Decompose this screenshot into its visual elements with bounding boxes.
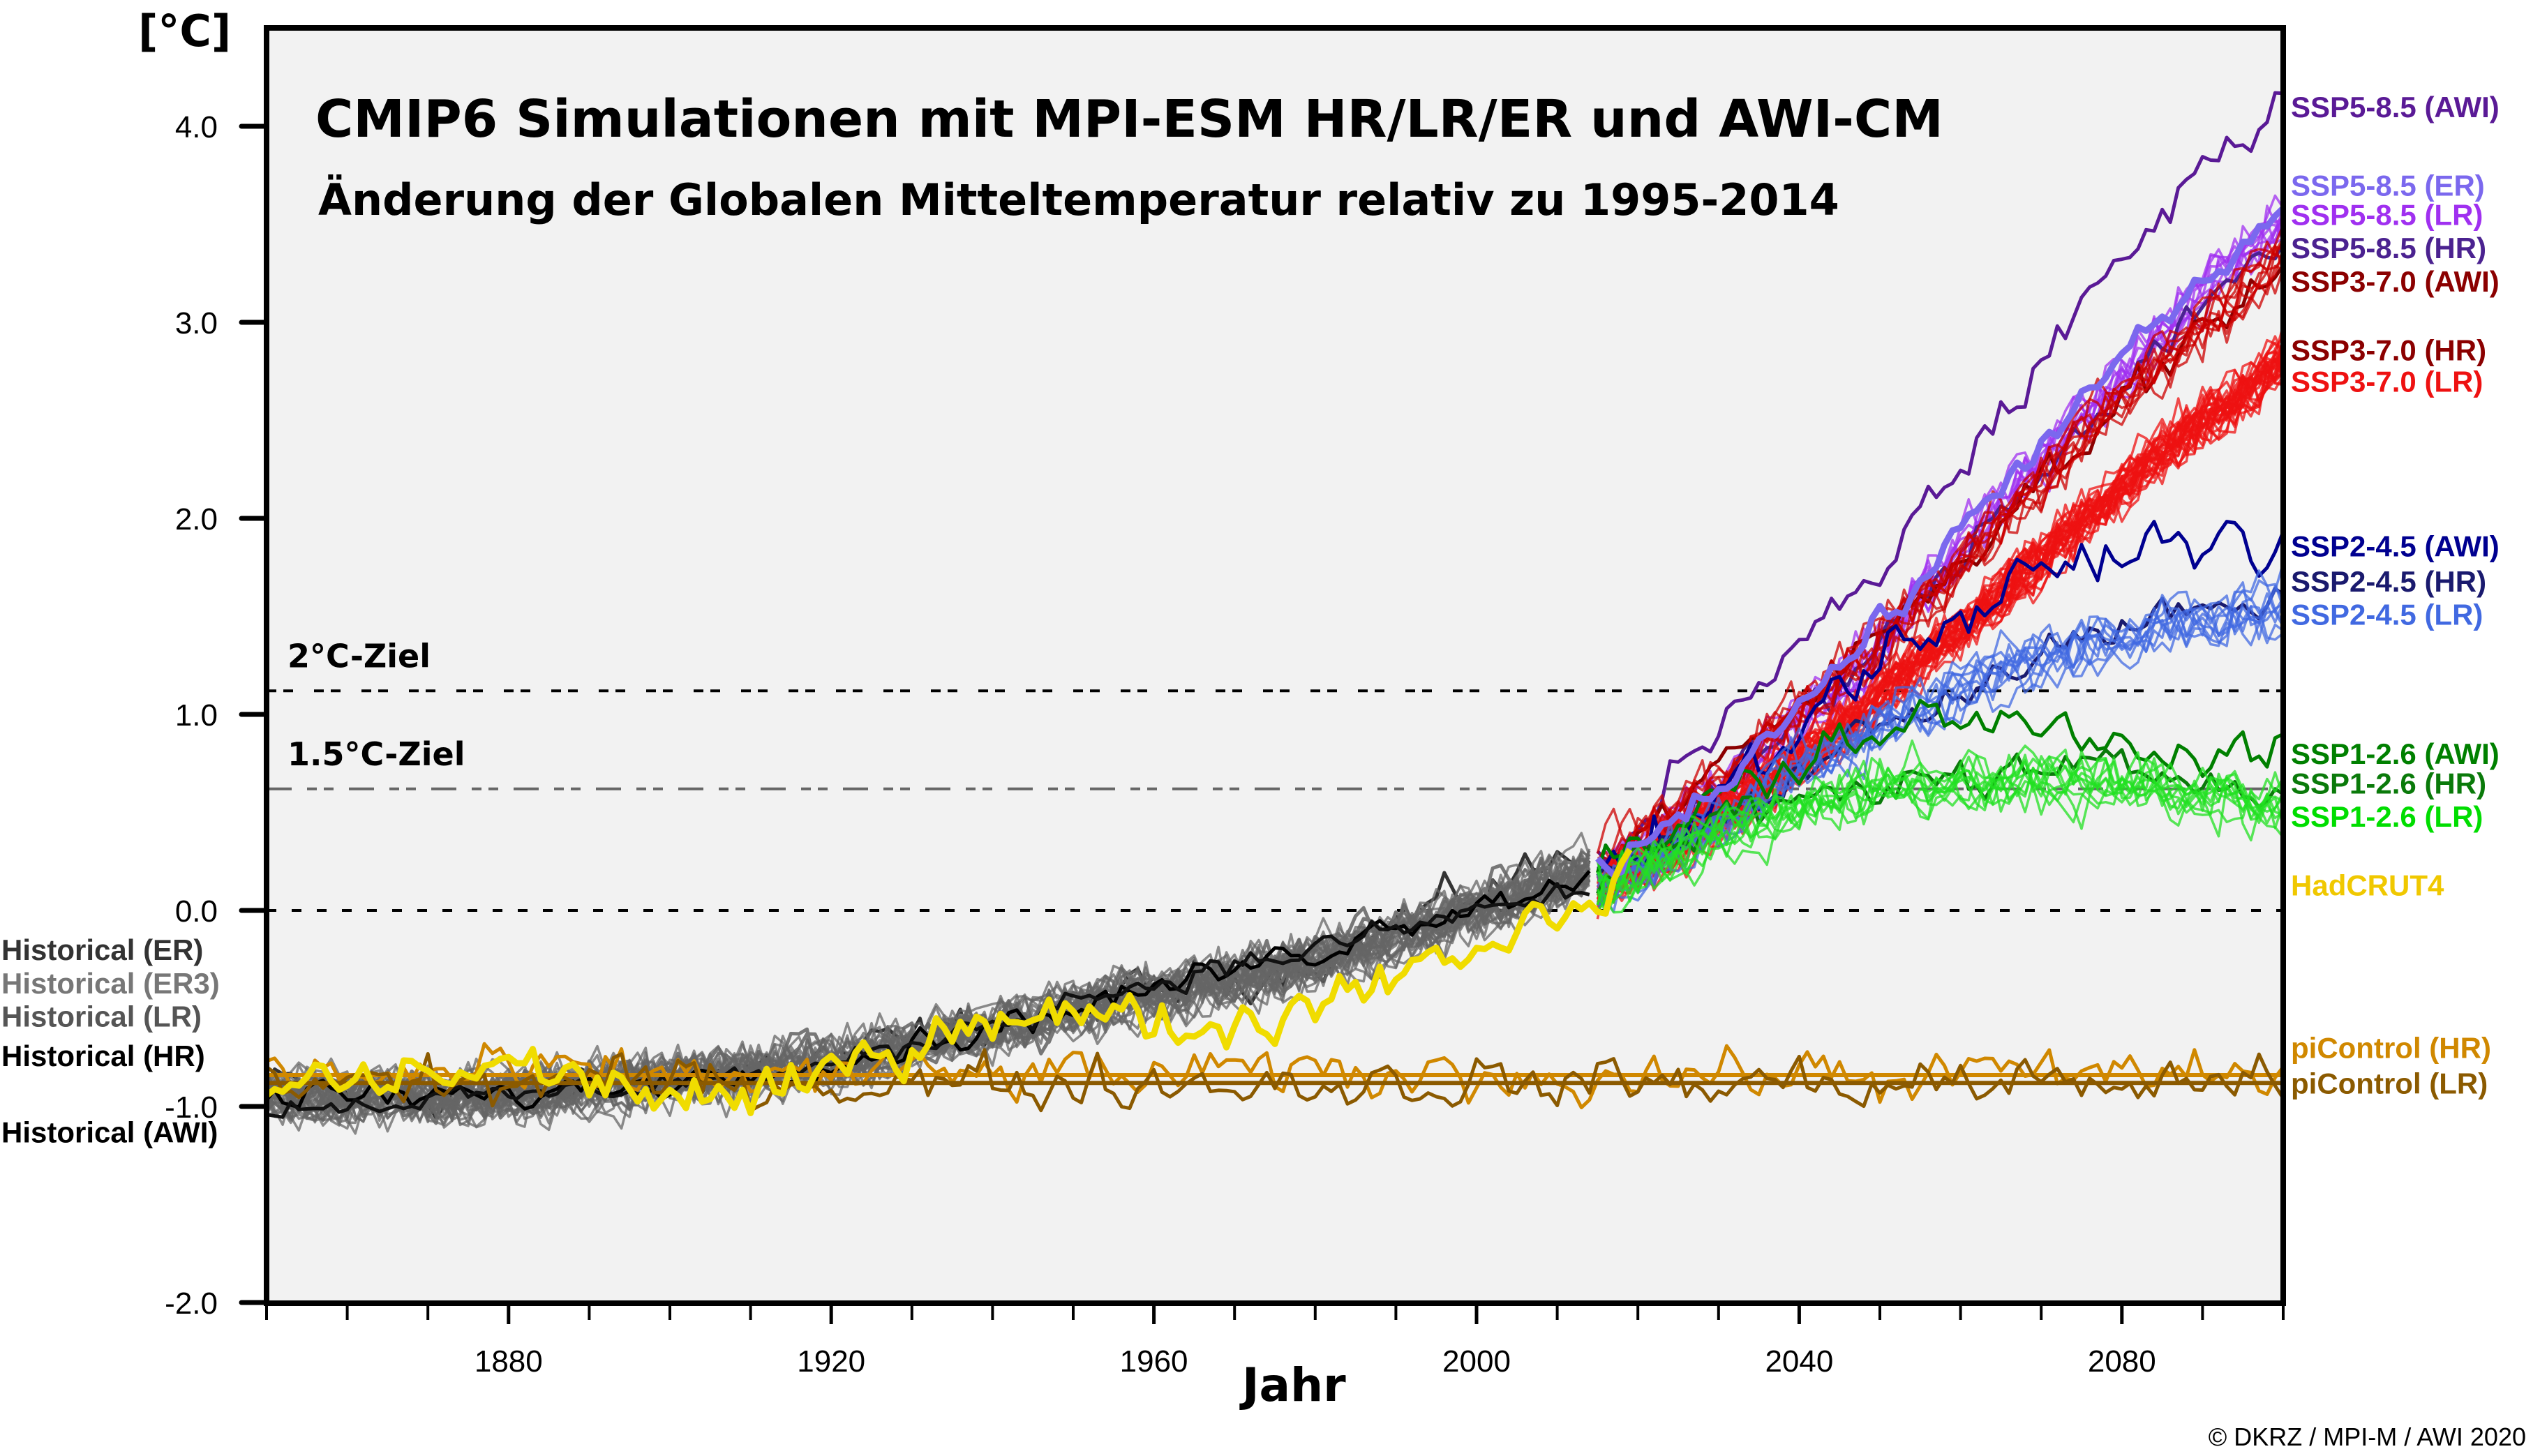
legend-entry: Historical (AWI) (1, 1116, 218, 1149)
legend-entry: SSP2-4.5 (HR) (2291, 565, 2486, 598)
legend-entry: Historical (ER3) (1, 967, 220, 1000)
series-line (1597, 520, 2285, 870)
x-tick-label: 2080 (2088, 1344, 2156, 1379)
series-ssp5-8-5-er (1595, 206, 2286, 878)
legend-entry: piControl (HR) (2291, 1032, 2491, 1065)
copyright: © DKRZ / MPI-M / AWI 2020 (2209, 1423, 2526, 1451)
series-line (1596, 91, 2284, 862)
legend-entry: Historical (ER) (1, 933, 203, 966)
legend-entry: SSP1-2.6 (HR) (2291, 767, 2486, 800)
legend-left: Historical (ER)Historical (ER3)Historica… (1, 933, 220, 1148)
legend-entry: SSP3-7.0 (HR) (2291, 333, 2486, 366)
legend-entry: SSP5-8.5 (ER) (2291, 169, 2485, 202)
legend-entry: HadCRUT4 (2291, 869, 2444, 901)
series-line (1595, 206, 2286, 878)
x-axis-label: Jahr (1239, 1358, 1346, 1412)
legend-entry: SSP2-4.5 (LR) (2291, 599, 2483, 631)
reference-labels: 2°C-Ziel 1.5°C-Ziel (287, 637, 465, 773)
reference-line-label: 2°C-Ziel (287, 637, 431, 675)
legend-entry: SSP5-8.5 (LR) (2291, 198, 2483, 231)
series-line (264, 848, 1633, 1116)
y-axis: 4.0 3.0 2.0 1.0 0.0 -1.0 -2.0 (165, 110, 269, 1321)
legend-entry: piControl (LR) (2291, 1067, 2488, 1099)
legend-entry: SSP2-4.5 (AWI) (2291, 530, 2500, 562)
x-tick-label: 1880 (475, 1344, 543, 1379)
x-tick-label: 2040 (1765, 1344, 1833, 1379)
x-tick-label: 1920 (797, 1344, 865, 1379)
y-tick-label: -2.0 (165, 1286, 218, 1321)
chart-title: CMIP6 Simulationen mit MPI-ESM HR/LR/ER … (315, 89, 1943, 149)
legend-right: SSP5-8.5 (AWI) SSP5-8.5 (ER)SSP5-8.5 (LR)… (2291, 91, 2500, 1099)
series-hadcrut4 (264, 848, 1633, 1116)
legend-entry: SSP5-8.5 (AWI) (2291, 91, 2500, 123)
series-line (1596, 739, 2285, 906)
x-axis: 1880 1920 1960 2000 2040 2080 (265, 1303, 2285, 1379)
series-line (265, 857, 1590, 1132)
y-tick-label: -1.0 (165, 1090, 218, 1125)
series-layer (264, 91, 2286, 1135)
legend-entry: Historical (HR) (1, 1040, 205, 1072)
series-line (1597, 744, 2284, 904)
y-axis-unit-label: [°C] (138, 6, 231, 57)
y-tick-label: 0.0 (175, 894, 218, 929)
legend-entry: Historical (LR) (1, 1000, 202, 1033)
legend-entry: SSP1-2.6 (AWI) (2291, 737, 2500, 770)
legend-entry: SSP5-8.5 (HR) (2291, 232, 2486, 264)
series-line (1597, 224, 2285, 873)
y-tick-label: 3.0 (175, 306, 218, 340)
series-ssp1-2-6-lr (1596, 739, 2285, 914)
x-tick-label: 2000 (1442, 1344, 1511, 1379)
y-tick-label: 2.0 (175, 502, 218, 536)
series-line (1596, 756, 2285, 914)
series-ssp5-8-5-awi (1596, 91, 2284, 862)
series-line (1596, 759, 2285, 906)
plot-frame (264, 25, 2286, 1306)
series-ssp2-4-5-awi (1597, 520, 2285, 870)
legend-entry: SSP1-2.6 (LR) (2291, 800, 2483, 833)
series-line (1597, 340, 2285, 889)
series-line (1596, 750, 2285, 906)
y-tick-label: 1.0 (175, 698, 218, 733)
chart-subtitle: Änderung der Globalen Mitteltemperatur r… (318, 174, 1839, 225)
reference-line-label: 1.5°C-Ziel (287, 735, 465, 773)
legend-entry: SSP3-7.0 (LR) (2291, 365, 2483, 398)
y-tick-label: 4.0 (175, 110, 218, 144)
x-tick-label: 1960 (1120, 1344, 1188, 1379)
legend-entry: SSP3-7.0 (AWI) (2291, 265, 2500, 298)
reference-lines (267, 689, 2283, 912)
series-line (1597, 770, 2285, 892)
